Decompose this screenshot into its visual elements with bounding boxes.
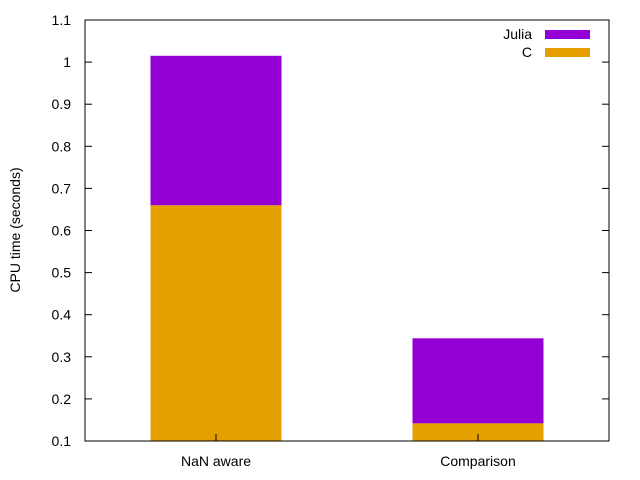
bar-segment-c <box>150 205 282 441</box>
y-tick-label: 0.9 <box>52 96 72 112</box>
legend: Julia C <box>503 26 590 60</box>
legend-swatch <box>545 48 590 57</box>
y-axis-ticks: 0.1 0.2 0.3 0.4 0.5 0.6 0.7 0.8 0.9 1 1.1 <box>52 12 609 449</box>
bar-segment-c <box>412 423 544 441</box>
y-tick-label: 0.1 <box>52 433 72 449</box>
y-tick-label: 0.6 <box>52 223 72 239</box>
y-tick-label: 1 <box>63 54 71 70</box>
y-tick-label: 0.4 <box>52 307 72 323</box>
y-axis-label: CPU time (seconds) <box>7 167 23 292</box>
legend-label: Julia <box>503 26 532 42</box>
x-tick-label: NaN aware <box>181 453 251 469</box>
y-tick-label: 0.8 <box>52 138 72 154</box>
bars-layer <box>150 55 544 441</box>
x-axis-labels: NaN aware Comparison <box>181 434 516 469</box>
y-tick-label: 0.2 <box>52 391 72 407</box>
y-tick-label: 1.1 <box>52 12 72 28</box>
bar-segment-julia <box>412 338 544 424</box>
legend-swatch <box>545 30 590 39</box>
y-tick-label: 0.3 <box>52 349 72 365</box>
legend-label: C <box>522 44 532 60</box>
bar-segment-julia <box>150 55 282 206</box>
y-tick-label: 0.5 <box>52 265 72 281</box>
x-tick-label: Comparison <box>440 453 515 469</box>
y-tick-label: 0.7 <box>52 180 72 196</box>
